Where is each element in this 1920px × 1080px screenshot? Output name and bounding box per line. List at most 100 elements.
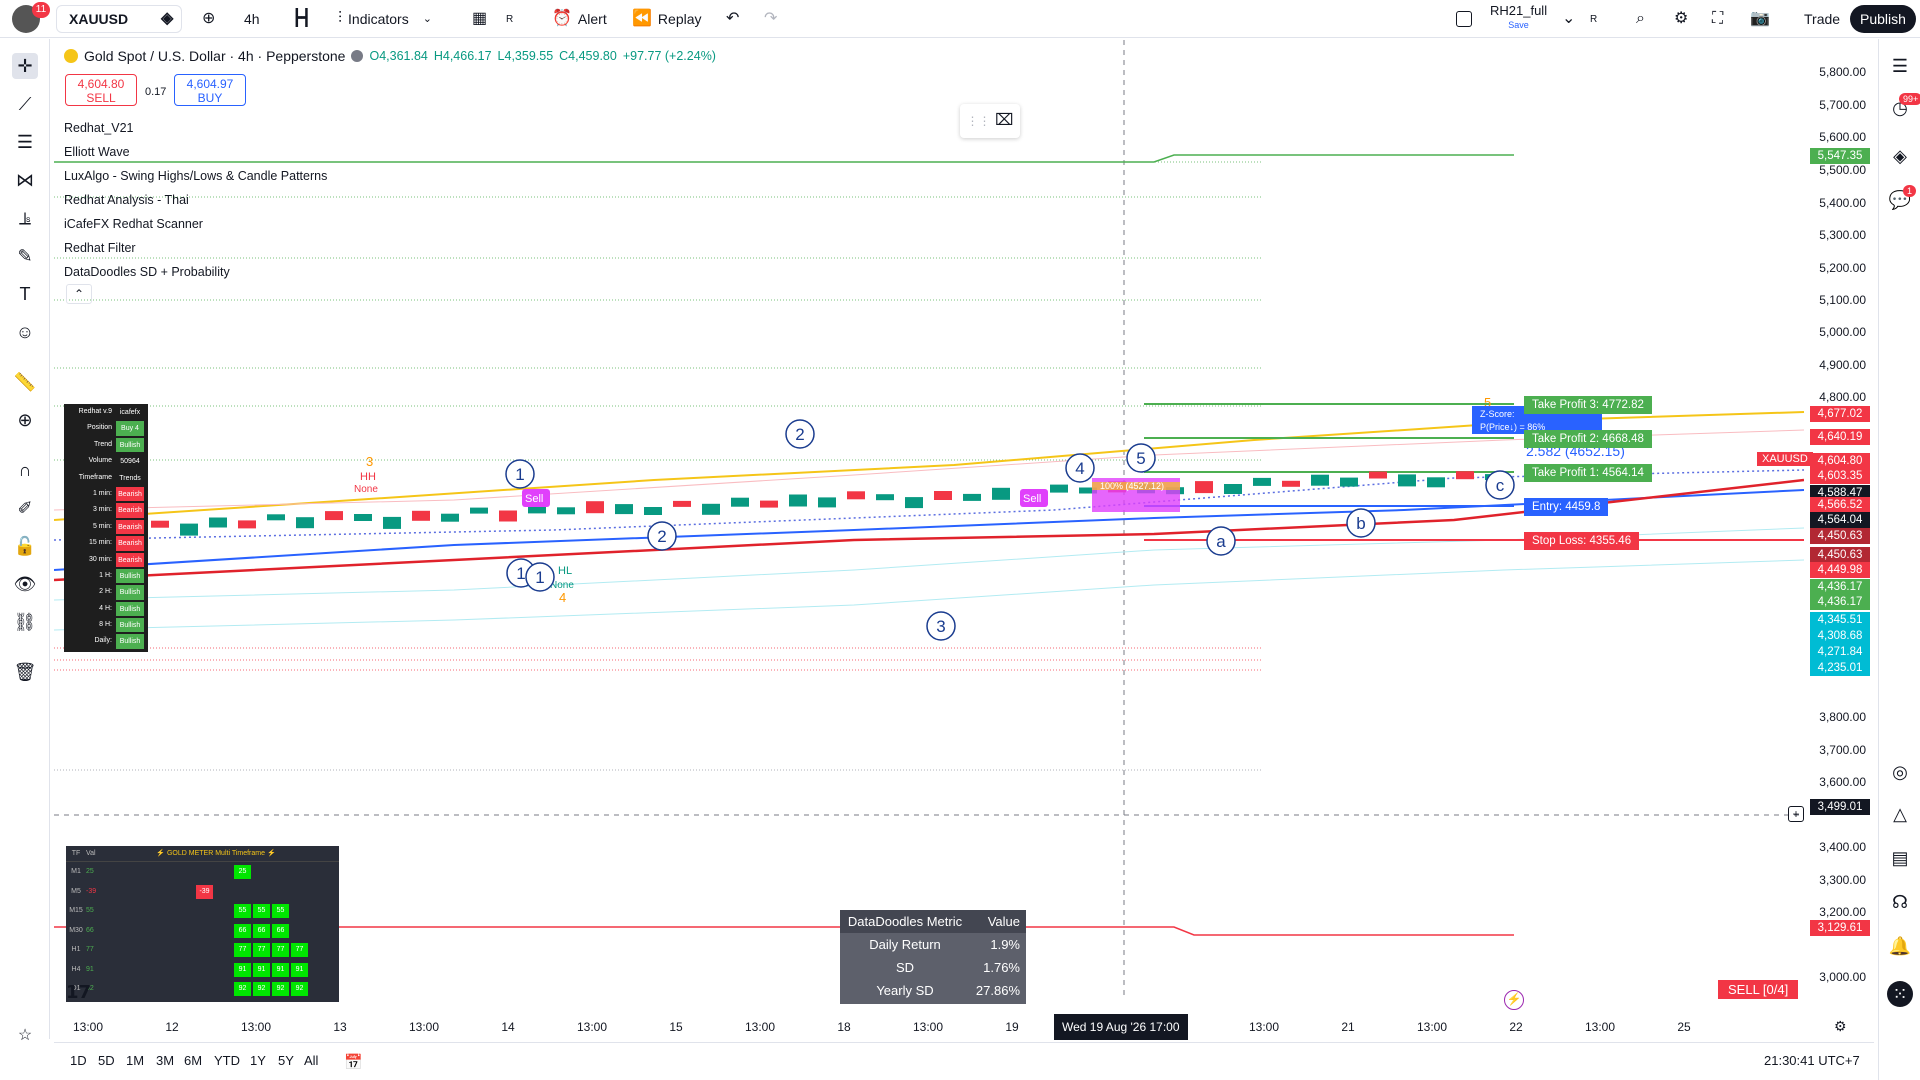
price-axis[interactable]: 5,800.00 5,700.00 5,600.00 5,500.00 5,400.00…: [1808, 40, 1876, 1000]
magnet-tool-icon[interactable]: ∩: [18, 460, 32, 480]
indicator-legend-item[interactable]: Redhat Filter: [64, 241, 136, 255]
candle: [876, 494, 894, 501]
watchlist-icon[interactable]: ◈: [161, 10, 174, 27]
trash-icon[interactable]: 🗑: [13, 662, 37, 682]
range-5d-button[interactable]: 5D: [98, 1053, 115, 1068]
time-axis-settings-icon[interactable]: ⚙: [1834, 1018, 1847, 1034]
target-icon[interactable]: ◎: [1892, 762, 1908, 782]
take-profit-3-label: Take Profit 3: 4772.82: [1524, 396, 1652, 414]
tradingview-logo[interactable]: 17: [66, 982, 92, 1003]
indicator-legend-item[interactable]: Elliott Wave: [64, 145, 130, 159]
buy-button[interactable]: 4,604.97 BUY: [174, 74, 246, 106]
zoom-tool-icon[interactable]: ⊕: [17, 410, 33, 430]
layers-icon[interactable]: ◈: [1893, 146, 1907, 166]
pattern-tool-icon[interactable]: ⋈: [16, 170, 34, 190]
lock-icon[interactable]: 🔓: [13, 536, 37, 556]
layout-name[interactable]: RH21_full Save: [1490, 4, 1547, 32]
range-3m-button[interactable]: 3M: [156, 1053, 175, 1068]
range-1y-button[interactable]: 1Y: [250, 1053, 266, 1068]
indicator-legend-item[interactable]: iCafeFX Redhat Scanner: [64, 217, 203, 231]
range-1d-button[interactable]: 1D: [70, 1053, 87, 1068]
wave-circle: [1485, 470, 1515, 500]
collapse-legend-button[interactable]: ⌃: [66, 284, 92, 304]
metric-header-cell: Value: [987, 914, 1020, 929]
r-button-right[interactable]: R: [1584, 5, 1603, 33]
eye-icon[interactable]: 👁: [13, 574, 37, 594]
price-label: 5,600.00: [1819, 130, 1866, 144]
time-axis[interactable]: Wed 19 Aug '26 17:00 ⚙ 13:00 12 13:00 13 13:…: [54, 1014, 1874, 1040]
indicators-button[interactable]: ⫶ Indicators ⌄: [332, 5, 438, 33]
publish-button[interactable]: Publish: [1850, 5, 1916, 33]
text-tool-icon[interactable]: T: [19, 284, 31, 304]
meter-value: 25: [86, 868, 94, 875]
crosshair-tool-icon[interactable]: ✛: [12, 53, 38, 79]
replay-button[interactable]: ⏪ Replay: [626, 5, 708, 33]
broadcast-icon[interactable]: ☊: [1892, 892, 1908, 912]
price-label: 5,400.00: [1819, 196, 1866, 210]
symbol-title[interactable]: Gold Spot / U.S. Dollar · 4h · Peppersto…: [84, 48, 346, 64]
apps-icon[interactable]: ⁙: [1887, 981, 1913, 1007]
range-6m-button[interactable]: 6M: [184, 1053, 203, 1068]
brush-tool-icon[interactable]: ✎: [17, 246, 33, 266]
chart-pane[interactable]: 100% (4527.12) Sell Sell 3 HH None HL No…: [53, 40, 1813, 1010]
meter-cell: 91: [253, 962, 270, 977]
row-value: Buy 4: [116, 421, 144, 436]
candle: [905, 497, 923, 509]
r-button-left[interactable]: R: [500, 5, 519, 33]
fib-tool-icon[interactable]: ☰: [16, 132, 34, 152]
bell-icon[interactable]: 🔔: [1888, 936, 1912, 956]
alert-button[interactable]: ⏰ Alert: [546, 5, 613, 33]
range-all-button[interactable]: All: [304, 1053, 319, 1068]
undo-button[interactable]: ↶: [720, 5, 745, 33]
indicator-legend-item[interactable]: DataDoodles SD + Probability: [64, 265, 230, 279]
indicator-legend-item[interactable]: Redhat Analysis - Thai: [64, 193, 189, 207]
layout-dropdown[interactable]: ⌄: [1556, 5, 1581, 33]
link-icon[interactable]: ⛓: [13, 612, 37, 632]
lock-drawing-icon[interactable]: ✐: [17, 498, 33, 518]
ideas-icon[interactable]: △: [1893, 804, 1907, 824]
redo-button[interactable]: ↷: [758, 5, 783, 33]
lightning-icon[interactable]: ⚡: [1504, 990, 1524, 1010]
date-range-icon[interactable]: 📅: [344, 1054, 363, 1071]
favorites-star-icon[interactable]: ☆: [17, 1027, 33, 1044]
settings-button[interactable]: ⚙: [1668, 5, 1694, 33]
symbol-search[interactable]: XAUUSD ◈: [56, 5, 182, 33]
add-alert-icon[interactable]: +: [1788, 806, 1804, 822]
candle: [673, 500, 691, 507]
drag-handle-icon[interactable]: ⋮⋮: [966, 114, 991, 128]
candle: [934, 491, 952, 500]
forecast-tool-icon[interactable]: ⫡: [18, 208, 31, 228]
time-label: 12: [165, 1020, 179, 1034]
floating-drawing-toolbar[interactable]: ⋮⋮ ⌧: [960, 104, 1020, 138]
compare-button[interactable]: ⊕: [196, 5, 221, 33]
range-ytd-button[interactable]: YTD: [214, 1053, 240, 1068]
watchlist-icon[interactable]: ☰: [1891, 56, 1909, 76]
indicator-legend-item[interactable]: Redhat_V21: [64, 121, 134, 135]
gold-meter-header: TF Val ⚡ GOLD METER Multi Timeframe ⚡: [66, 846, 339, 862]
trendline-tool-icon[interactable]: ⟋: [18, 94, 32, 114]
ruler-tool-icon[interactable]: 📏: [13, 372, 37, 392]
fullscreen-button[interactable]: ⛶: [1706, 5, 1729, 33]
snapshot-button[interactable]: 📷: [1744, 5, 1776, 33]
calendar-icon[interactable]: ▤: [1891, 848, 1909, 868]
clock-label[interactable]: 21:30:41 UTC+7: [1764, 1053, 1860, 1068]
buy-label: BUY: [197, 91, 223, 105]
templates-button[interactable]: ▦: [466, 5, 493, 33]
range-5y-button[interactable]: 5Y: [278, 1053, 294, 1068]
eraser-icon[interactable]: ⌧: [995, 112, 1014, 129]
emoji-tool-icon[interactable]: ☺: [15, 322, 35, 342]
chart-type-button[interactable]: ┣┫: [286, 5, 317, 33]
quick-search-button[interactable]: ⌕: [1630, 5, 1651, 33]
metric-value: 27.86%: [975, 983, 1020, 998]
time-label: 18: [837, 1020, 851, 1034]
price-label: 3,000.00: [1819, 970, 1866, 984]
trade-button[interactable]: Trade: [1798, 5, 1846, 33]
sell-button[interactable]: 4,604.80 SELL: [65, 74, 137, 106]
select-layout-checkbox[interactable]: [1450, 5, 1478, 33]
indicator-legend-item[interactable]: LuxAlgo - Swing Highs/Lows & Candle Patt…: [64, 169, 328, 183]
price-tag: 4,436.17: [1810, 579, 1870, 595]
range-1m-button[interactable]: 1M: [126, 1053, 145, 1068]
take-profit-2-label: Take Profit 2: 4668.48: [1524, 430, 1652, 448]
interval-button[interactable]: 4h: [238, 5, 266, 33]
